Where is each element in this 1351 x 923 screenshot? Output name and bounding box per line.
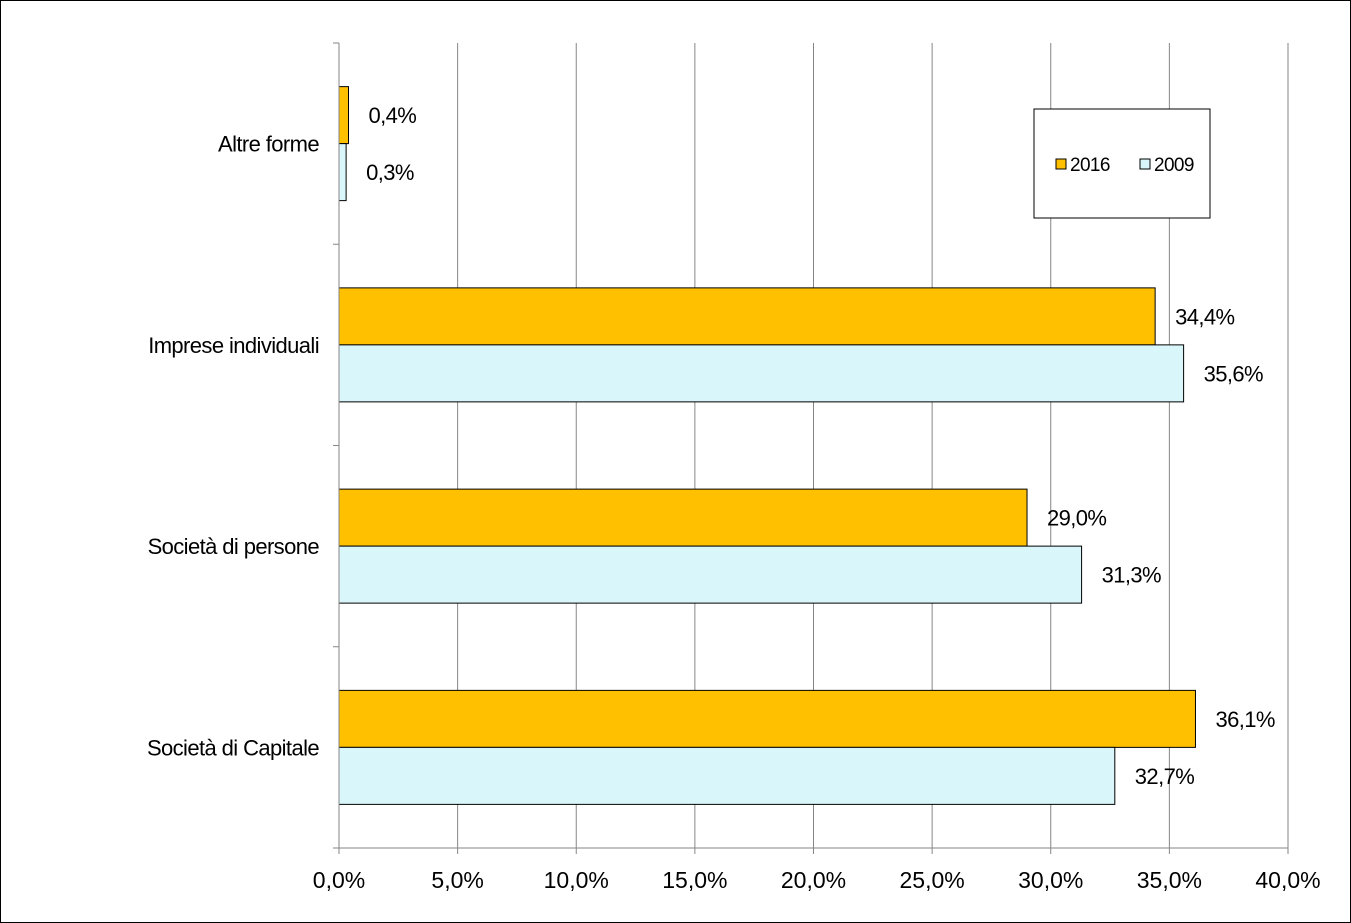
category-label: Altre forme [218,132,319,157]
bar-2016 [338,488,1028,547]
category-label: Imprese individuali [148,333,319,358]
legend-swatch [1139,158,1151,170]
x-tick-label: 40,0% [1255,867,1320,893]
x-tick-label: 30,0% [1018,867,1083,893]
category-label: Società di persone [148,534,320,559]
bar-2016 [338,287,1156,346]
legend-label: 2016 [1070,155,1110,176]
legend-label: 2009 [1154,155,1194,176]
x-tick-label: 5,0% [431,867,483,893]
legend-swatch [1055,158,1067,170]
bar-2016 [338,689,1196,748]
x-tick-label: 0,0% [313,867,365,893]
data-label: 36,1% [1215,707,1274,732]
x-tick-label: 35,0% [1137,867,1202,893]
data-label: 34,4% [1175,304,1234,329]
bar-2016 [338,86,349,145]
data-label: 0,3% [366,160,414,185]
category-label: Società di Capitale [147,735,319,760]
x-tick-label: 10,0% [544,867,609,893]
data-label: 29,0% [1047,506,1106,531]
data-label: 0,4% [368,103,416,128]
x-tick-label: 25,0% [900,867,965,893]
data-label: 35,6% [1204,361,1263,386]
bar-2009 [338,746,1116,805]
data-label: 31,3% [1102,563,1161,588]
bar-2009 [338,344,1185,403]
x-tick-label: 20,0% [781,867,846,893]
x-tick-label: 15,0% [662,867,727,893]
bar-2009 [338,545,1083,604]
bar-2009 [338,143,347,202]
data-label: 32,7% [1135,764,1194,789]
